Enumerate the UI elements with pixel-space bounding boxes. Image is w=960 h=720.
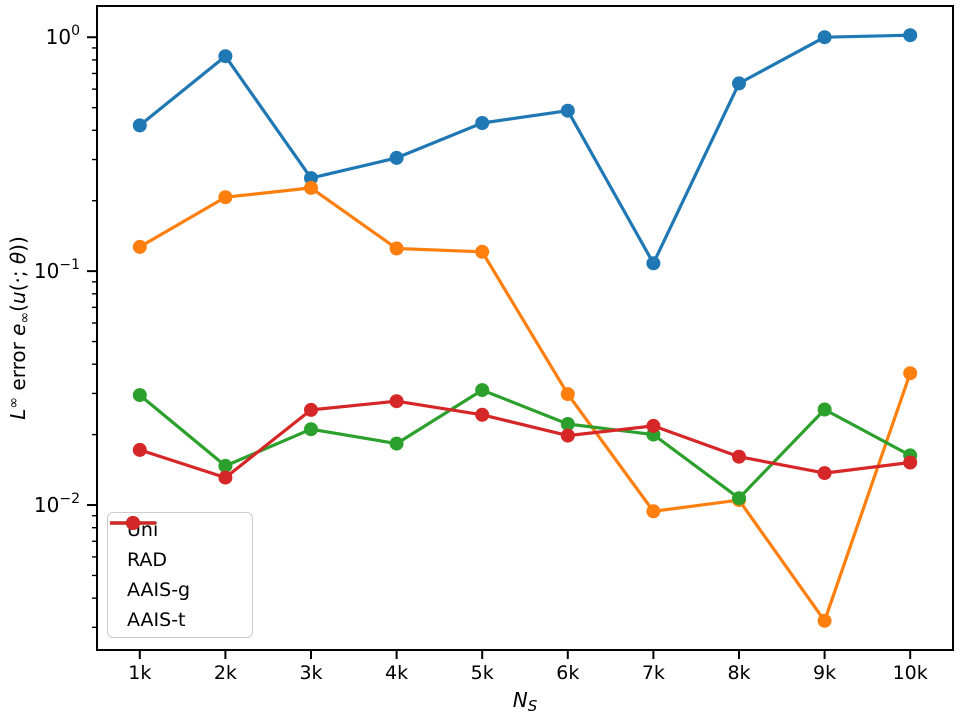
x-tick-label: 8k <box>727 662 750 684</box>
data-point <box>132 118 147 133</box>
data-point <box>389 436 404 451</box>
series-aais-t <box>132 394 918 485</box>
legend-item-aais-t: AAIS-t <box>110 516 252 635</box>
x-ticks: 1k 2k 3k 4k 5k 6k 7k 8k 9k 10k <box>128 650 928 684</box>
x-tick-label: 6k <box>556 662 579 684</box>
data-point <box>560 417 575 431</box>
data-point <box>817 402 832 417</box>
data-point <box>817 613 832 628</box>
x-tick-label: 3k <box>299 662 322 684</box>
data-point <box>304 180 318 195</box>
y-tick-label: 10−2 <box>34 491 80 517</box>
series-uni <box>132 28 918 271</box>
data-point <box>903 455 918 470</box>
legend: Uni RAD AAIS-g AAIS-t <box>107 512 253 638</box>
data-point <box>218 470 233 485</box>
x-tick-label: 4k <box>385 662 408 684</box>
series-rad <box>132 180 918 628</box>
data-point <box>903 28 918 43</box>
y-major-ticks: 100 10−1 10−2 <box>34 23 97 517</box>
legend-label: AAIS-t <box>127 608 186 631</box>
x-tick-label: 1k <box>128 662 151 684</box>
data-point <box>475 244 490 259</box>
series-line <box>138 186 912 623</box>
data-point <box>903 366 918 381</box>
data-point <box>389 394 404 409</box>
data-point <box>389 241 404 256</box>
x-tick-label: 9k <box>813 662 836 684</box>
data-point <box>560 428 575 443</box>
x-axis-label: NS <box>513 688 538 715</box>
y-axis-label: L∞ error e∞(u(·; θ)) <box>6 236 33 420</box>
data-point <box>304 171 318 186</box>
data-point <box>475 383 490 398</box>
data-point <box>646 418 661 433</box>
y-minor-ticks <box>92 47 97 629</box>
data-point <box>560 387 575 402</box>
data-point <box>475 116 490 130</box>
data-point <box>218 190 233 205</box>
data-point <box>475 407 490 422</box>
data-point <box>732 76 746 91</box>
legend-item-aais-g: AAIS-g <box>110 516 252 605</box>
data-point <box>218 458 233 473</box>
data-point <box>646 256 661 271</box>
data-point <box>132 388 147 403</box>
legend-label: AAIS-g <box>127 578 191 601</box>
x-tick-label: 10k <box>893 662 928 684</box>
y-tick-label: 10−1 <box>34 257 80 283</box>
y-tick-label: 100 <box>46 23 80 49</box>
data-point <box>817 30 832 45</box>
data-point <box>389 150 404 165</box>
data-point <box>304 402 318 417</box>
x-tick-label: 2k <box>214 662 237 684</box>
series-line <box>138 33 912 265</box>
series-line <box>138 399 912 480</box>
x-tick-label: 5k <box>471 662 494 684</box>
data-point <box>218 49 233 64</box>
data-point <box>560 103 575 118</box>
legend-line-marker-icon <box>110 516 156 530</box>
data-point <box>132 239 147 254</box>
data-point <box>732 449 746 464</box>
legend-label: RAD <box>127 548 168 571</box>
data-point <box>817 466 832 481</box>
data-point <box>732 491 746 506</box>
x-tick-label: 7k <box>642 662 665 684</box>
data-point <box>646 504 661 519</box>
legend-item-rad: RAD <box>110 516 252 575</box>
data-point <box>132 442 147 457</box>
series-line <box>138 388 912 500</box>
data-point <box>304 422 318 437</box>
